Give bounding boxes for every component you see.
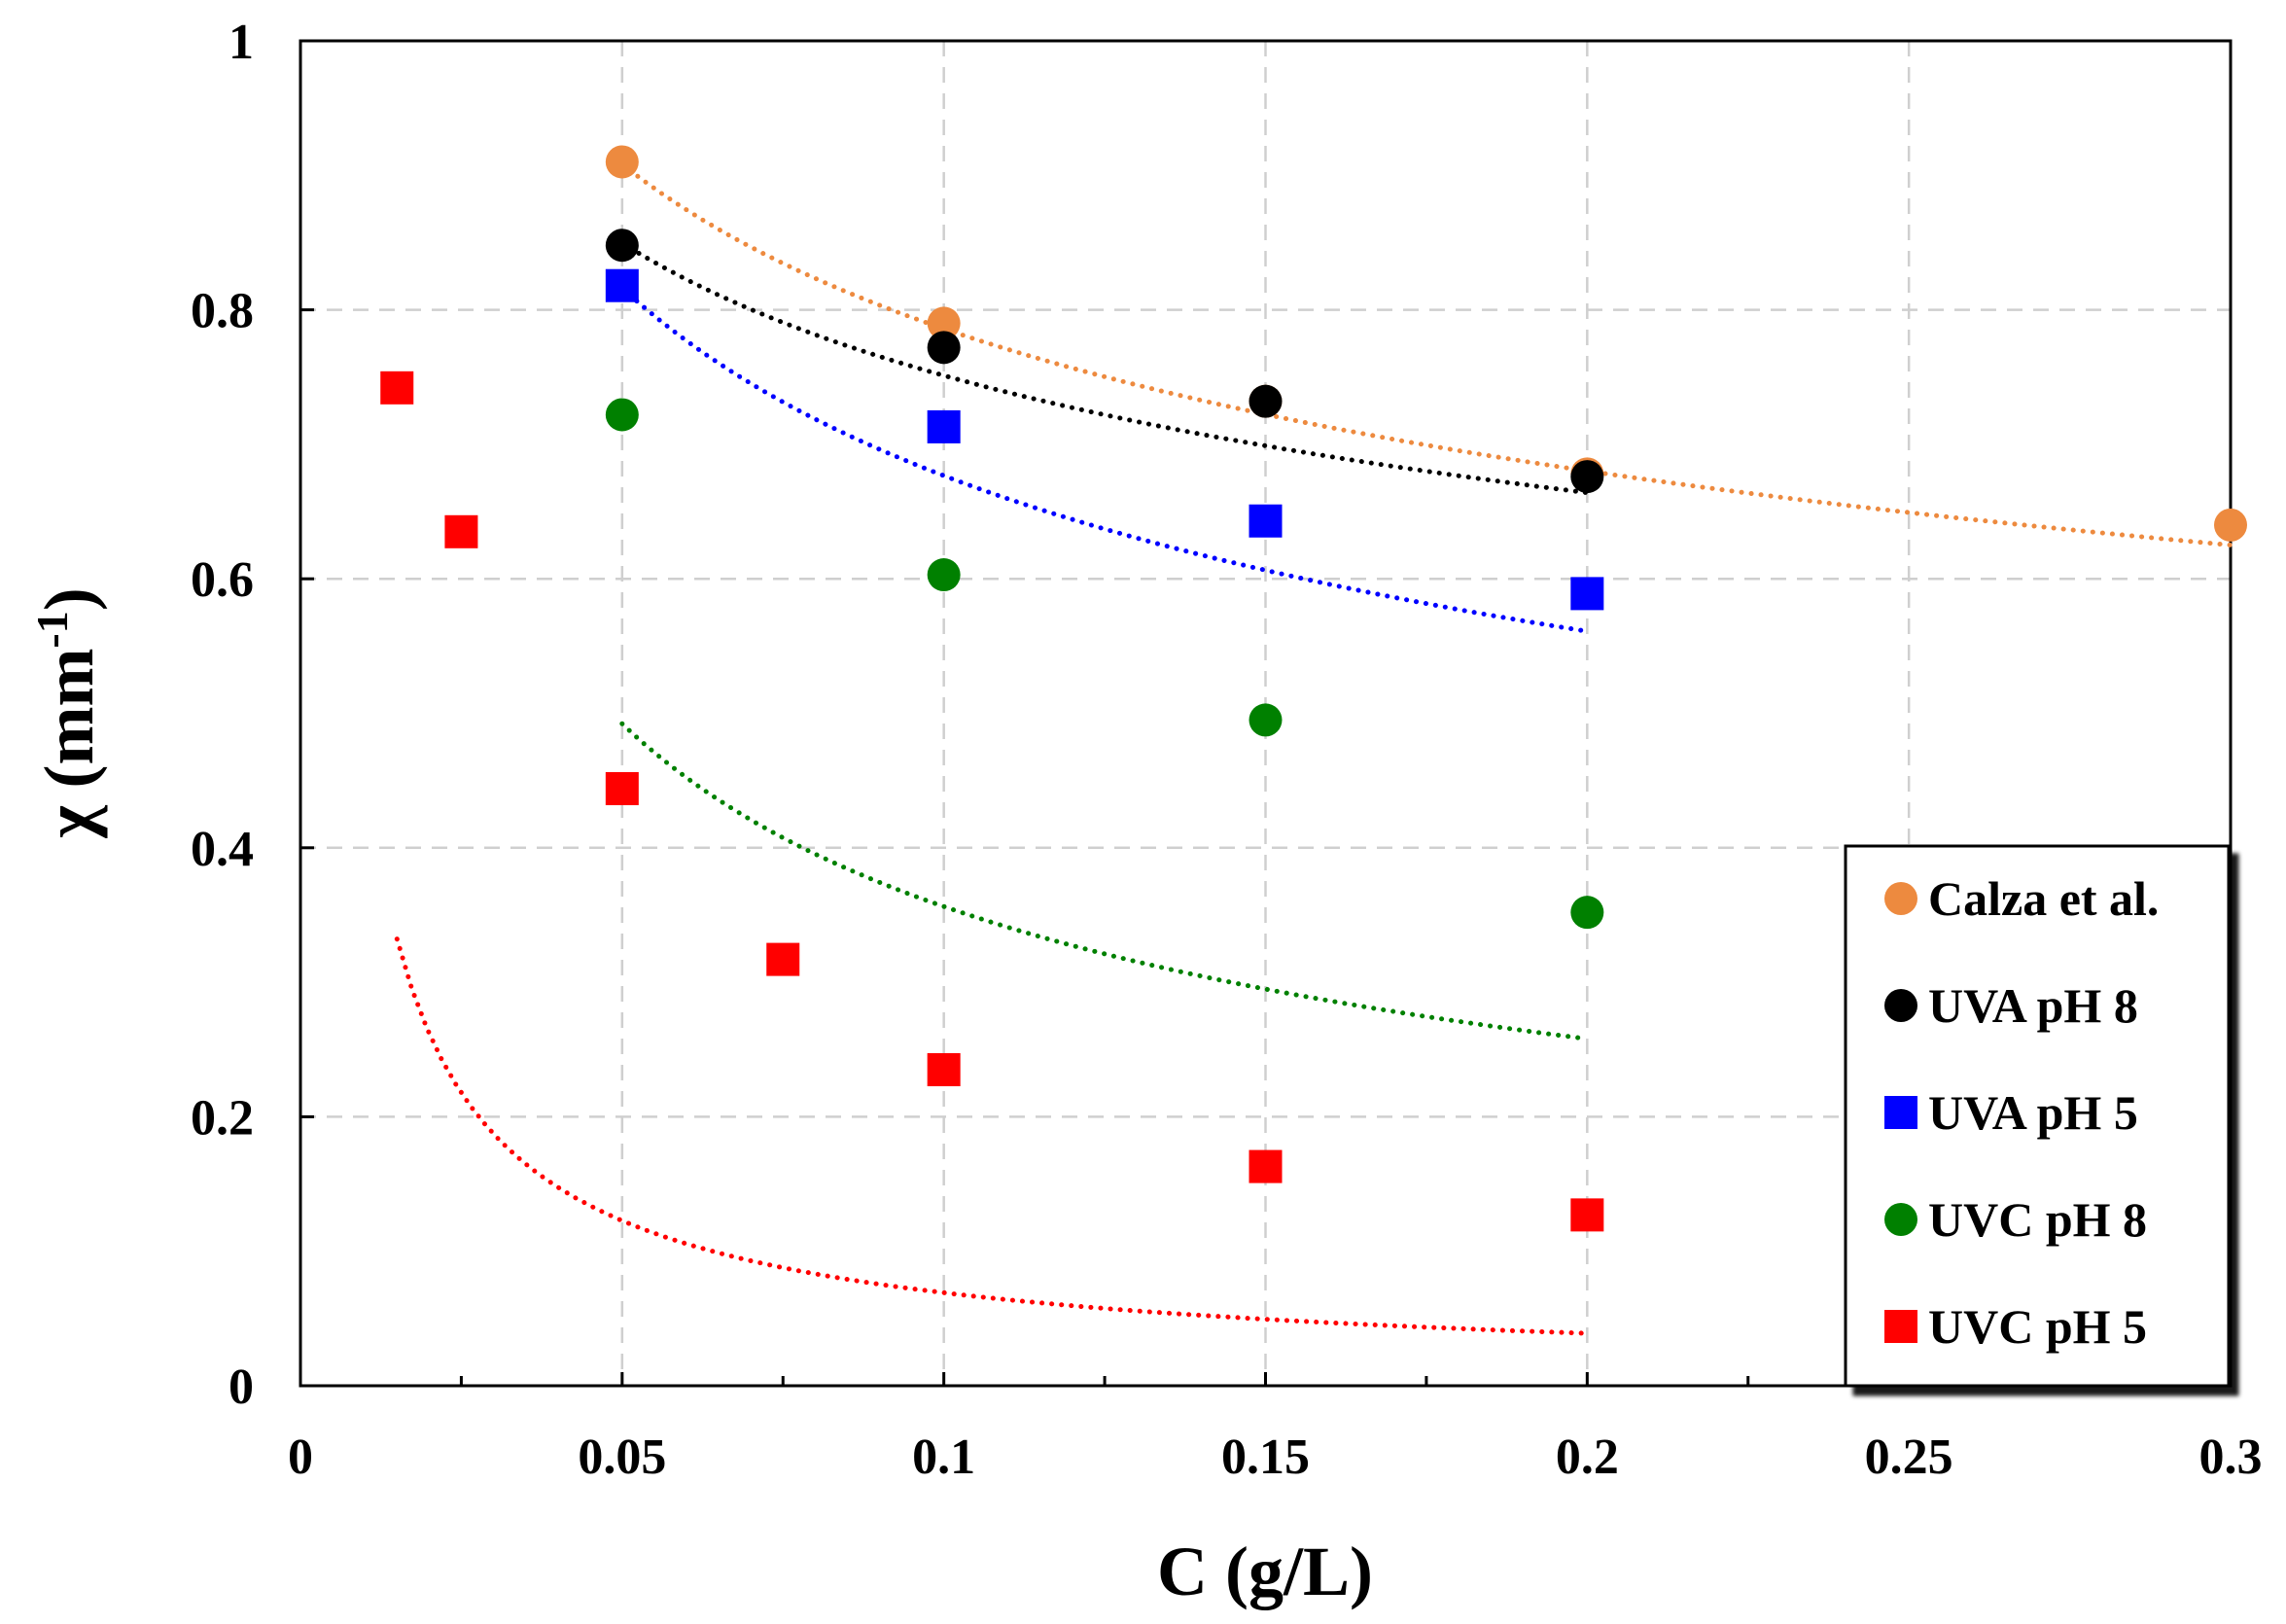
data-point	[1570, 460, 1604, 494]
data-point	[1570, 1198, 1604, 1232]
y-axis-title-close: )	[30, 587, 108, 611]
data-point	[605, 229, 639, 263]
y-tick-label: 0	[229, 1359, 254, 1415]
data-point	[927, 1052, 961, 1086]
data-point	[605, 145, 639, 179]
x-tick-label: 0	[288, 1430, 313, 1485]
y-tick-label: 0.8	[191, 284, 254, 339]
data-point	[1249, 384, 1283, 418]
data-point	[2214, 508, 2247, 542]
data-point	[380, 371, 414, 405]
x-tick-label: 0.1	[912, 1430, 975, 1485]
trend-line	[619, 240, 1590, 496]
y-tick-label: 0.2	[191, 1090, 254, 1146]
legend: Calza et al. UVA pH 8 UVA pH 5 UVC pH 8 UVC …	[1844, 844, 2231, 1388]
x-tick-label: 0.05	[578, 1430, 666, 1485]
legend-label: Calza et al.	[1928, 871, 2159, 926]
y-tick-label: 0.6	[191, 552, 254, 608]
data-point	[766, 942, 800, 976]
trend-line	[394, 936, 1590, 1336]
y-tick-label: 1	[229, 15, 254, 70]
trend-line	[619, 285, 1590, 634]
legend-marker	[1884, 882, 1917, 915]
legend-label: UVA pH 8	[1928, 978, 2138, 1033]
legend-label: UVC pH 8	[1928, 1192, 2147, 1247]
data-point	[1570, 577, 1604, 611]
data-point	[927, 558, 961, 592]
x-axis-title: C (g/L)	[1157, 1533, 1373, 1610]
x-tick-label: 0.25	[1865, 1430, 1953, 1485]
legend-marker	[1884, 1203, 1917, 1236]
data-point	[605, 771, 639, 805]
y-tick-label: 0.4	[191, 822, 254, 877]
data-point	[927, 331, 961, 365]
y-axis-title-superscript: -1	[27, 611, 77, 648]
y-axis-title: χ (mm-1)	[27, 587, 108, 839]
trend-line	[619, 161, 2233, 547]
trend-lines	[394, 161, 2233, 1336]
legend-marker	[1884, 1096, 1917, 1129]
data-point	[1249, 504, 1283, 538]
x-tick-label: 0.3	[2199, 1430, 2263, 1485]
trend-line	[619, 721, 1590, 1041]
legend-label: UVC pH 5	[1928, 1299, 2147, 1354]
data-point	[605, 398, 639, 432]
x-tick-label: 0.2	[1556, 1430, 1619, 1485]
data-point	[1570, 896, 1604, 930]
data-point	[1249, 703, 1283, 737]
y-axis-title-main: χ (mm	[30, 649, 108, 839]
legend-label: UVA pH 5	[1928, 1085, 2138, 1140]
legend-marker	[1884, 989, 1917, 1022]
data-point	[927, 409, 961, 443]
x-tick-label: 0.15	[1221, 1430, 1310, 1485]
legend-marker	[1884, 1310, 1917, 1343]
data-points	[380, 145, 2247, 1232]
data-point	[444, 514, 478, 548]
data-point	[1249, 1149, 1283, 1183]
data-point	[927, 306, 961, 340]
data-point	[605, 268, 639, 302]
axis-ticks: 0 0.05 0.1 0.15 0.2 0.25 0.3 0 0.2 0.4 0.6 0.8 1	[191, 15, 2263, 1485]
